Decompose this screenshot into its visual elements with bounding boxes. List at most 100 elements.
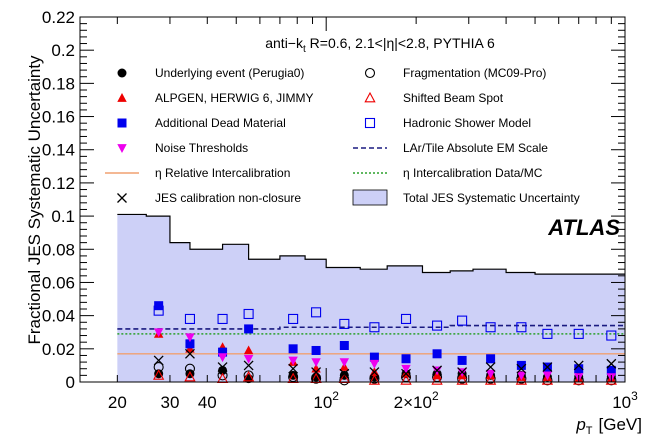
- point-additional-dead-material: [457, 355, 467, 365]
- point-jes-calibration-non-closure: [401, 368, 411, 379]
- point-jes-calibration-non-closure: [516, 363, 527, 374]
- point-noise-thresholds: [369, 359, 380, 369]
- point-noise-thresholds: [217, 353, 228, 363]
- point-hadronic-shower-model: [243, 308, 254, 320]
- point-jes-calibration-non-closure: [339, 368, 350, 379]
- legend-symbol: [117, 93, 127, 102]
- point-fragmentation-mc09-pro: [243, 370, 254, 381]
- legend-item-total-jes-systematic-uncertainty: Total JES Systematic Uncertainty: [352, 189, 580, 206]
- total-uncertainty-outline: [117, 213, 625, 275]
- atlas-label: ATLAS: [547, 215, 620, 240]
- point-hadronic-shower-model: [400, 313, 412, 325]
- y-tick-label: 0.2: [51, 41, 75, 60]
- y-axis-title: Fractional JES Systematic Uncertainty: [25, 55, 44, 345]
- x-tick-label: 30: [160, 393, 179, 412]
- plot-frame: [79, 16, 626, 383]
- point-hadronic-shower-model: [311, 307, 322, 318]
- series-jes-calibration-non-closure: [153, 348, 617, 379]
- point-jes-calibration-non-closure: [432, 365, 443, 376]
- point-jes-calibration-non-closure: [153, 355, 164, 366]
- point-fragmentation-mc09-pro: [339, 375, 350, 386]
- legend-label: Noise Thresholds: [155, 141, 248, 155]
- legend-item-underlying-event-perugia0: Underlying event (Perugia0): [117, 66, 304, 80]
- point-additional-dead-material: [218, 347, 228, 357]
- point-hadronic-shower-model: [432, 320, 443, 331]
- point-hadronic-shower-model: [369, 322, 380, 333]
- point-noise-thresholds: [542, 371, 553, 381]
- legend-label: Additional Dead Material: [155, 116, 286, 130]
- legend-label: ALPGEN, HERWIG 6, JIMMY: [155, 91, 313, 105]
- legend-item-lar-tile-absolute-em-scale: LAr/Tile Absolute EM Scale: [353, 141, 548, 155]
- x-tick-label: 102: [313, 389, 339, 412]
- point-noise-thresholds: [516, 371, 527, 381]
- point-noise-thresholds: [311, 358, 321, 368]
- series-shifted-beam-spot: [153, 369, 617, 385]
- y-tick-label: 0.16: [42, 108, 75, 127]
- y-tick-label: 0.04: [42, 307, 75, 326]
- point-additional-dead-material: [606, 365, 616, 375]
- point-noise-thresholds: [401, 364, 411, 374]
- plot-frame-layer: [79, 16, 626, 383]
- legend-item-relative-intercalibration: η Relative Intercalibration: [105, 166, 290, 180]
- point-shifted-beam-spot: [484, 374, 497, 385]
- legend-label: Fragmentation (MC09-Pro): [403, 66, 546, 80]
- point-shifted-beam-spot: [515, 374, 528, 385]
- point-noise-thresholds: [339, 358, 350, 368]
- x-axis-title: pT [GeV]: [575, 415, 642, 437]
- legend-item-intercalibration-data-mc: η Intercalibration Data/MC: [353, 166, 543, 180]
- point-additional-dead-material: [288, 344, 298, 354]
- point-jes-calibration-non-closure: [485, 362, 496, 373]
- point-shifted-beam-spot: [541, 374, 554, 385]
- legend-symbol: [117, 68, 127, 78]
- point-jes-calibration-non-closure: [184, 348, 195, 359]
- legend-symbol: [117, 193, 127, 203]
- y-tick-label: 0.08: [42, 240, 75, 259]
- point-jes-calibration-non-closure: [457, 367, 468, 378]
- legend-symbol: [352, 189, 388, 206]
- legend-symbol: [364, 117, 376, 129]
- point-jes-calibration-non-closure: [288, 363, 299, 374]
- point-shifted-beam-spot: [242, 370, 255, 382]
- point-hadronic-shower-model: [339, 318, 350, 329]
- total-uncertainty-band: [117, 214, 625, 382]
- legend-item-fragmentation-mc09-pro: Fragmentation (MC09-Pro): [364, 66, 546, 80]
- series-hadronic-shower-model: [153, 305, 617, 341]
- y-tick-label: 0.14: [42, 141, 75, 160]
- y-tick-label: 0.06: [42, 273, 75, 292]
- point-alpgen-herwig-6-jimmy: [243, 345, 254, 355]
- point-noise-thresholds: [153, 328, 164, 338]
- legend-item-jes-calibration-non-closure: JES calibration non-closure: [117, 191, 301, 205]
- point-shifted-beam-spot: [431, 374, 443, 385]
- legend-label: η Relative Intercalibration: [155, 166, 290, 180]
- point-jes-calibration-non-closure: [542, 362, 553, 373]
- point-noise-thresholds: [243, 354, 254, 364]
- legend-item-alpgen-herwig-6-jimmy: ALPGEN, HERWIG 6, JIMMY: [117, 91, 313, 105]
- x-tick-label: 2×102: [394, 389, 439, 412]
- point-shifted-beam-spot: [216, 372, 229, 384]
- legend-symbol: [364, 67, 376, 79]
- point-hadronic-shower-model: [516, 322, 527, 333]
- point-additional-dead-material: [401, 354, 411, 364]
- point-shifted-beam-spot: [287, 372, 299, 384]
- chart-header: anti−kt R=0.6, 2.1<|η|<2.8, PYTHIA 6: [265, 35, 495, 55]
- point-jes-calibration-non-closure: [243, 360, 254, 371]
- point-additional-dead-material: [432, 349, 442, 359]
- annotation-layer: anti−kt R=0.6, 2.1<|η|<2.8, PYTHIA 6 ATL…: [25, 35, 642, 437]
- point-hadronic-shower-model: [573, 328, 584, 339]
- point-hadronic-shower-model: [217, 313, 228, 325]
- point-shifted-beam-spot: [338, 372, 350, 384]
- point-shifted-beam-spot: [184, 370, 196, 382]
- legend-item-noise-thresholds: Noise Thresholds: [117, 141, 248, 155]
- point-additional-dead-material: [311, 345, 321, 355]
- point-jes-calibration-non-closure: [217, 362, 228, 373]
- x-tick-label: 103: [612, 389, 638, 412]
- point-hadronic-shower-model: [184, 313, 196, 325]
- legend-item-shifted-beam-spot: Shifted Beam Spot: [364, 91, 504, 105]
- point-hadronic-shower-model: [288, 313, 299, 325]
- point-shifted-beam-spot: [153, 369, 165, 380]
- legend-label: Hadronic Shower Model: [403, 116, 531, 130]
- legend-item-additional-dead-material: Additional Dead Material: [117, 116, 286, 130]
- y-tick-label: 0.1: [51, 207, 75, 226]
- point-hadronic-shower-model: [606, 330, 617, 341]
